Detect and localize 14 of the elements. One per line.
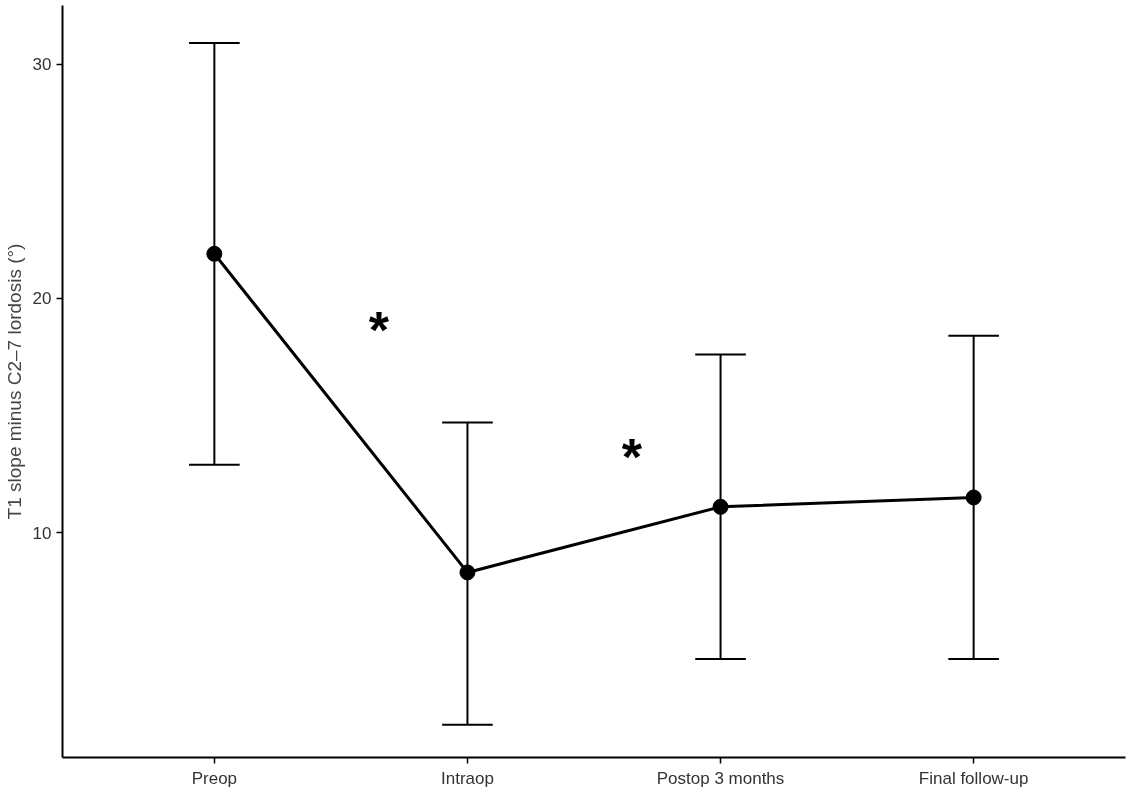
x-tick-label: Postop 3 months xyxy=(656,768,785,788)
point xyxy=(459,564,476,581)
point xyxy=(965,489,982,506)
point xyxy=(206,245,223,262)
x-tick-label: Final follow-up xyxy=(918,768,1029,788)
x-tick-label: Preop xyxy=(191,768,238,788)
annotation: * xyxy=(621,427,643,486)
y-axis-title: T1 slope minus C2–7 lordosis (°) xyxy=(3,243,25,520)
x-tick-label: Intraop xyxy=(440,768,494,788)
y-tick-label: 20 xyxy=(32,289,52,309)
y-tick-label: 30 xyxy=(32,55,52,75)
annotation: * xyxy=(368,301,390,360)
point xyxy=(712,498,729,515)
y-tick-label: 10 xyxy=(32,523,52,543)
